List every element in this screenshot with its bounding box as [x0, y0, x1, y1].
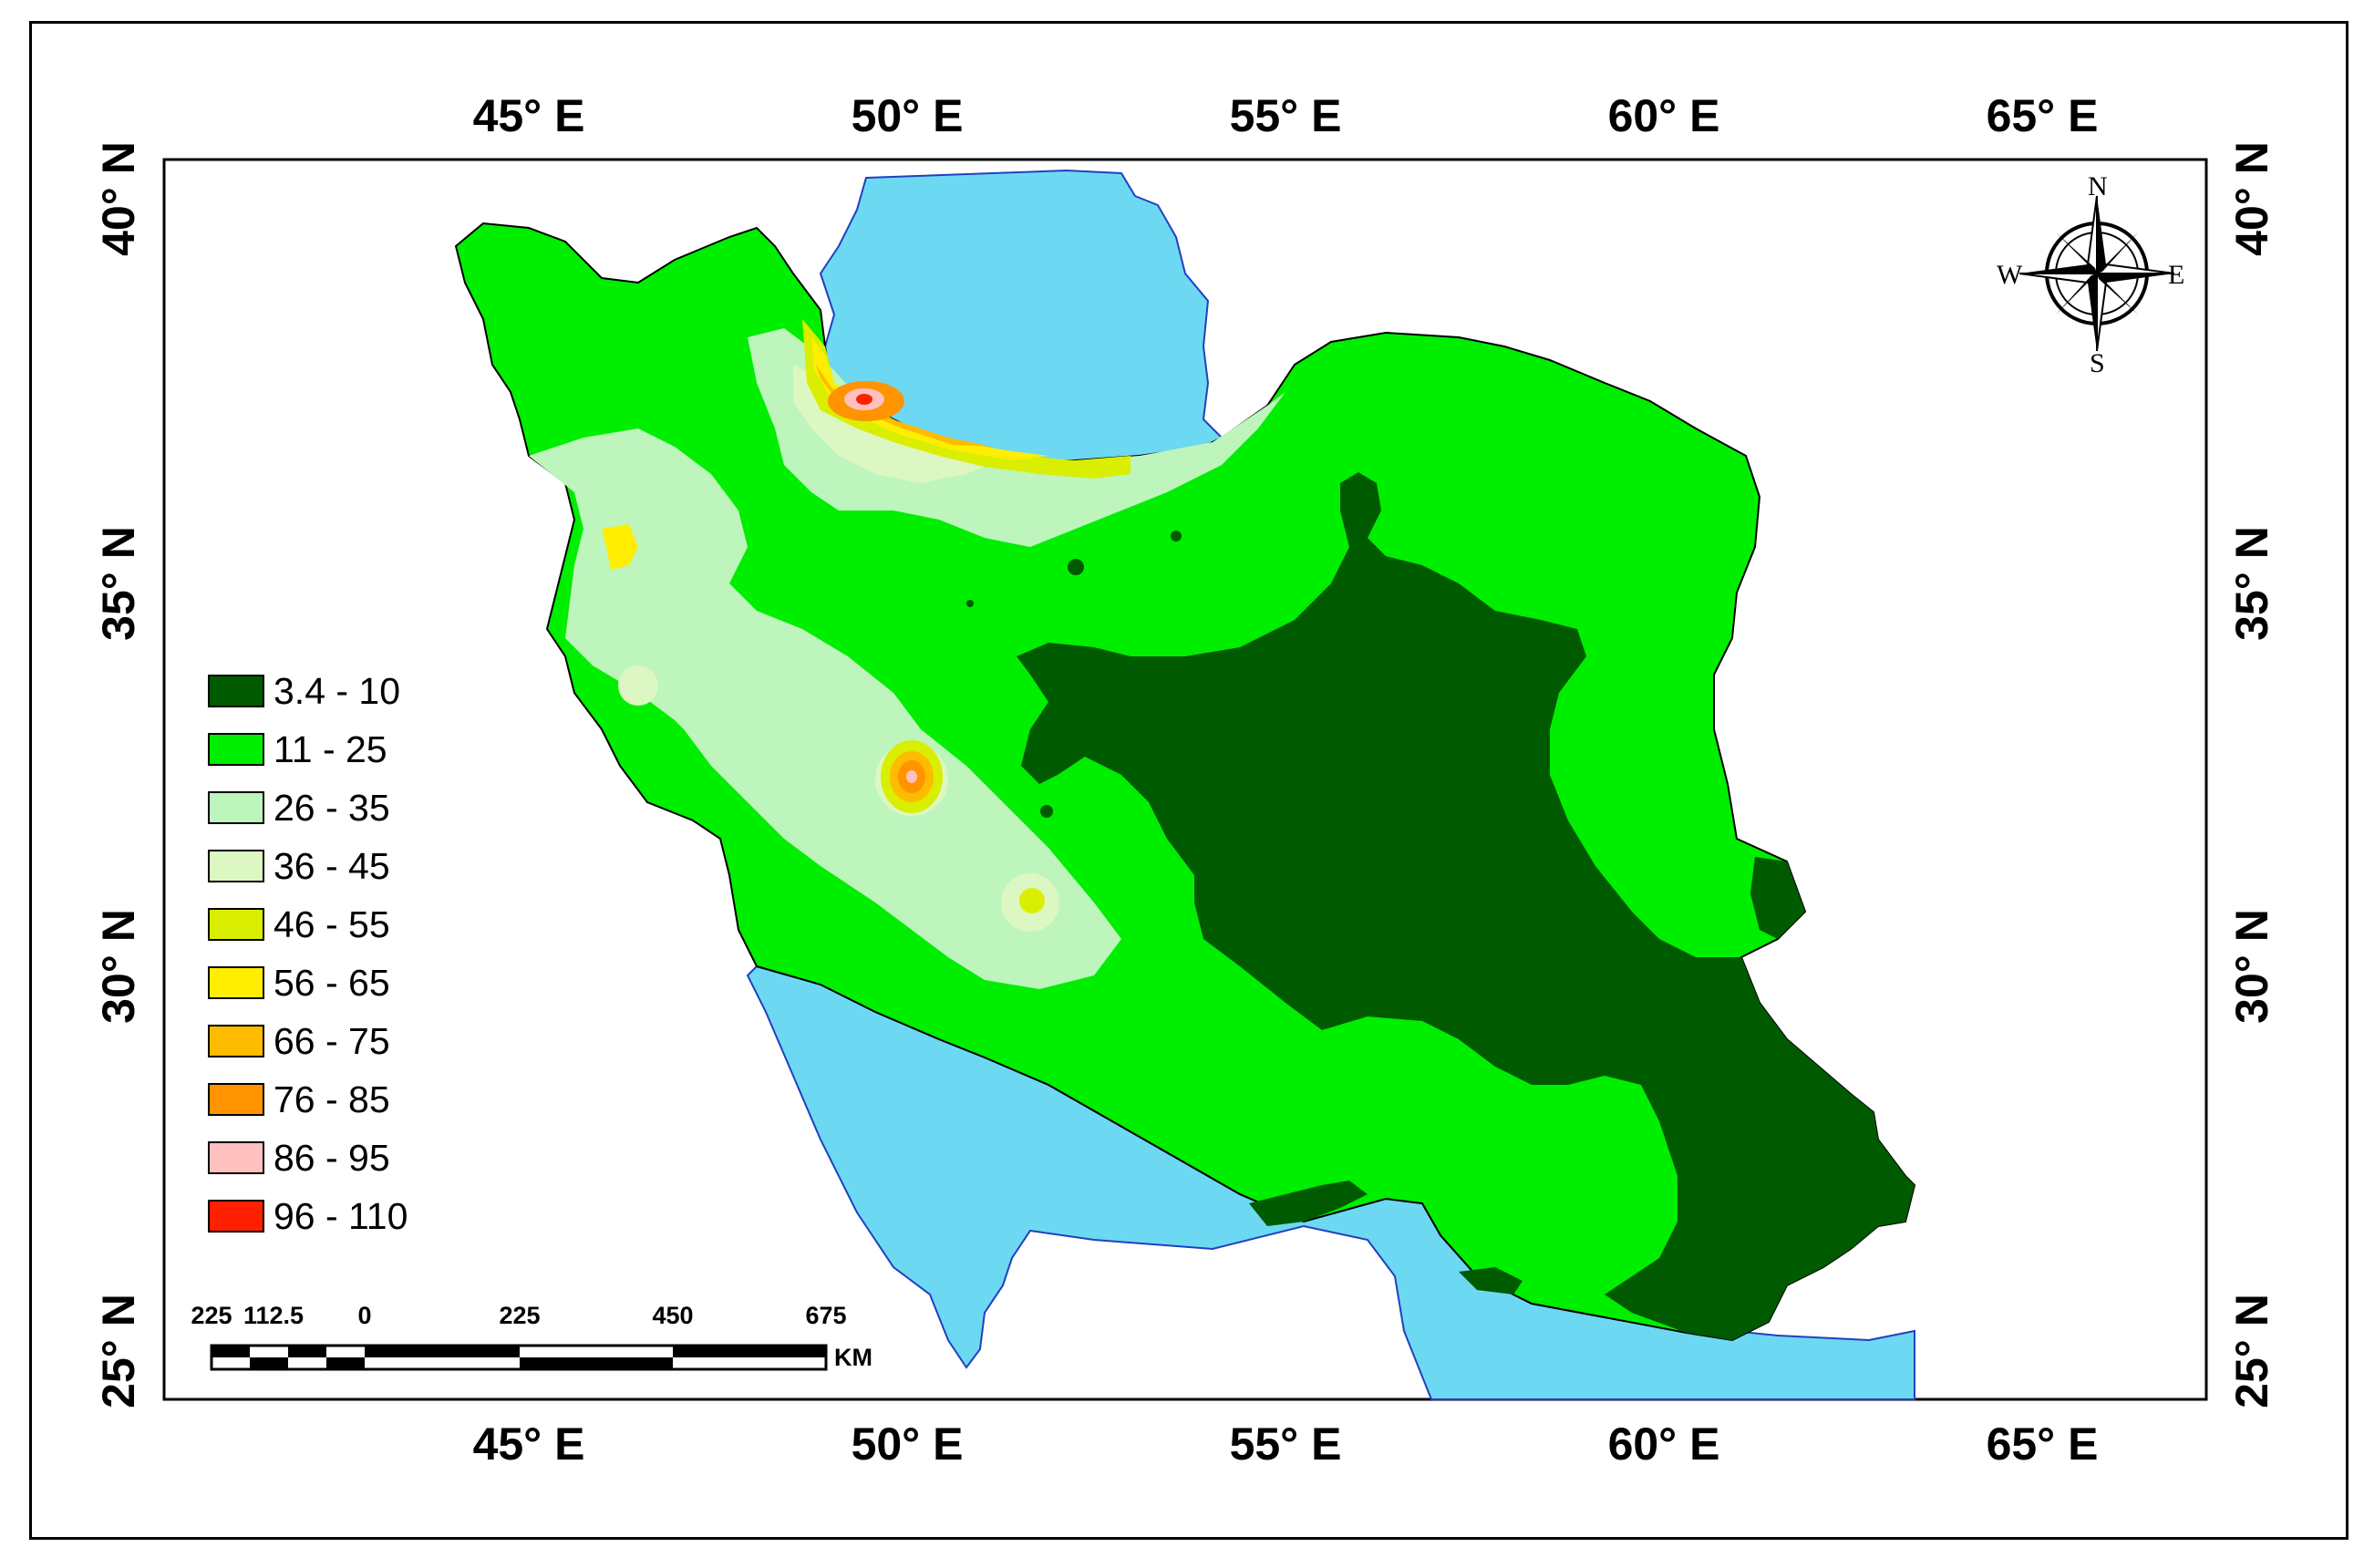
legend-swatch	[208, 1083, 264, 1116]
zone-3-4-10-spot-2	[1171, 531, 1182, 542]
compass-rose-icon	[2018, 195, 2175, 352]
zone-3-4-10-spot-4	[1040, 805, 1053, 818]
zone-56-65-west	[602, 524, 638, 570]
scale-label: 0	[357, 1302, 372, 1329]
lat-label-right: 30° N	[2226, 909, 2277, 1024]
zone-36-45-spot-1	[618, 665, 658, 706]
legend-swatch	[208, 733, 264, 766]
legend-swatch	[208, 908, 264, 941]
legend-item: 36 - 45	[208, 845, 390, 887]
zone-96-110-north	[856, 394, 872, 405]
legend-swatch	[208, 1200, 264, 1233]
lat-label-right: 35° N	[2226, 526, 2277, 641]
scale-label: 112.5	[243, 1302, 305, 1329]
legend-item: 76 - 85	[208, 1078, 390, 1120]
scale-label: 225	[191, 1302, 232, 1329]
scale-label: 450	[652, 1302, 694, 1329]
legend-swatch	[208, 966, 264, 999]
legend-swatch	[208, 791, 264, 824]
compass-east: E	[2168, 260, 2185, 290]
lat-label-left: 30° N	[93, 909, 144, 1024]
legend-label: 3.4 - 10	[274, 669, 401, 712]
outer-frame	[29, 21, 2349, 1540]
scale-label: 225	[499, 1302, 541, 1329]
legend-label: 96 - 110	[274, 1194, 408, 1237]
lon-label-bottom: 55° E	[1229, 1418, 1342, 1470]
lat-label-left: 40° N	[93, 141, 144, 256]
scale-label: 675	[805, 1302, 847, 1329]
legend-item: 3.4 - 10	[208, 670, 400, 712]
zone-3-4-10-central	[1017, 472, 1915, 1340]
legend-swatch	[208, 1025, 264, 1057]
compass-west: W	[1997, 260, 2023, 290]
zone-56-65-south-spot	[1019, 888, 1045, 913]
lon-label-bottom: 60° E	[1607, 1418, 1720, 1470]
legend-label: 86 - 95	[274, 1136, 390, 1179]
lat-label-left: 35° N	[93, 526, 144, 641]
lat-label-right: 25° N	[2226, 1294, 2277, 1408]
zone-26-35-west	[529, 428, 1121, 989]
legend-swatch	[208, 850, 264, 882]
lat-label-right: 40° N	[2226, 141, 2277, 256]
zone-3-4-10-coast-1	[1249, 1181, 1368, 1226]
lon-label-top: 60° E	[1607, 90, 1720, 141]
lon-label-top: 55° E	[1229, 90, 1342, 141]
lon-label-bottom: 50° E	[851, 1418, 964, 1470]
legend-label: 46 - 55	[274, 903, 390, 945]
legend-label: 36 - 45	[274, 844, 390, 887]
legend-label: 26 - 35	[274, 786, 390, 829]
zone-46-55-north	[802, 319, 1130, 479]
lon-label-top: 45° E	[472, 90, 585, 141]
legend-label: 66 - 75	[274, 1019, 390, 1062]
zone-3-4-10-east	[1750, 857, 1805, 939]
legend-item: 56 - 65	[208, 962, 390, 1004]
zone-86-95-zagros	[906, 770, 917, 783]
legend-swatch	[208, 1141, 264, 1174]
legend-label: 56 - 65	[274, 961, 390, 1004]
scale-bar	[210, 1344, 828, 1371]
lat-label-left: 25° N	[93, 1294, 144, 1408]
lon-label-top: 65° E	[1986, 90, 2099, 141]
legend-item: 66 - 75	[208, 1020, 390, 1062]
legend-swatch	[208, 675, 264, 707]
legend-item: 96 - 110	[208, 1195, 408, 1237]
compass-south: S	[2090, 348, 2105, 378]
lon-label-bottom: 65° E	[1986, 1418, 2099, 1470]
legend-label: 76 - 85	[274, 1078, 390, 1120]
zone-3-4-10-coast-2	[1459, 1267, 1523, 1295]
legend-item: 46 - 55	[208, 903, 390, 945]
lon-label-bottom: 45° E	[472, 1418, 585, 1470]
legend-item: 26 - 35	[208, 787, 390, 829]
zone-26-35-north	[748, 328, 1285, 547]
scale-unit: KM	[834, 1344, 872, 1371]
legend-item: 11 - 25	[208, 727, 387, 770]
compass-north: N	[2088, 171, 2108, 201]
zone-3-4-10-spot-1	[1068, 559, 1084, 575]
legend-label: 11 - 25	[274, 727, 387, 770]
lon-label-top: 50° E	[851, 90, 964, 141]
legend-item: 86 - 95	[208, 1137, 390, 1179]
zone-3-4-10-spot-3	[966, 600, 974, 607]
